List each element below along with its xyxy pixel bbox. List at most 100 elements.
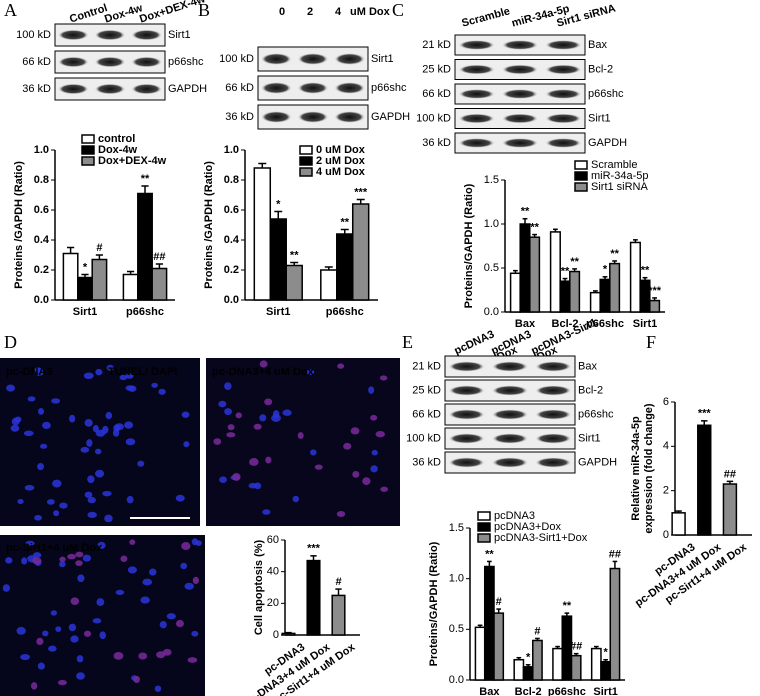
bar (697, 424, 712, 536)
nucleus (83, 630, 91, 637)
panel-letter: A (4, 0, 17, 20)
protein-label: Bax (578, 360, 597, 372)
y-tick-label: 1.5 (449, 522, 464, 534)
protein-label: GAPDH (588, 137, 627, 149)
legend-swatch (574, 171, 588, 181)
y-tick-label: 0.6 (224, 204, 239, 216)
nucleus (96, 598, 105, 607)
blot-band (57, 83, 90, 95)
error-bar (513, 269, 518, 274)
significance-label: ** (563, 600, 572, 612)
nucleus (262, 509, 271, 515)
lane-label: 4 (335, 6, 342, 18)
nucleus (59, 556, 66, 563)
error-bar (612, 260, 617, 264)
kd-label: 36 kD (412, 456, 441, 468)
kd-label: 25 kD (422, 63, 451, 75)
y-tick-label: 4 (663, 440, 669, 452)
error-bar (532, 233, 537, 238)
nucleus (2, 584, 10, 592)
y-tick-label: 0.0 (34, 294, 49, 306)
nucleus (104, 514, 113, 523)
y-axis-label: Proteins /GAPDH (Ratio) (203, 161, 215, 289)
blot-band (501, 40, 539, 50)
blot-band (57, 29, 90, 41)
nucleus (371, 449, 378, 456)
error-bar (274, 210, 283, 219)
bar (351, 203, 370, 301)
blot-band (94, 56, 126, 68)
nucleus (11, 417, 20, 426)
blot-band (333, 53, 366, 65)
y-tick-label: 0.4 (224, 234, 240, 246)
panel-letter: B (198, 0, 210, 20)
nucleus (142, 578, 153, 586)
panel-letter: E (402, 332, 413, 352)
blot-band (501, 113, 539, 124)
image-label: pc-Sirt1+4 uM Dox (6, 542, 103, 554)
nucleus (99, 631, 107, 640)
blot-band (57, 56, 90, 68)
y-axis-label: expression (fold change) (643, 403, 655, 534)
nucleus (181, 411, 190, 418)
nucleus (191, 630, 199, 637)
bar (609, 567, 621, 681)
significance-label: ** (340, 216, 349, 228)
nucleus (362, 477, 371, 486)
nucleus (36, 637, 44, 646)
x-tick-label: Sirt1 (593, 686, 617, 696)
error-bar (701, 420, 708, 426)
protein-label: Sirt1 (371, 53, 394, 65)
legend-label: control (98, 133, 135, 145)
nucleus (379, 375, 388, 381)
protein-label: Sirt1 (168, 29, 191, 41)
kd-label: 36 kD (225, 111, 254, 123)
x-tick-label: Bcl-2 (552, 318, 579, 330)
significance-label: ** (521, 206, 530, 218)
significance-label: ** (290, 249, 299, 261)
legend-label: miR-34a-5p (591, 170, 648, 182)
blot-band (544, 89, 582, 99)
legend-label: 0 uM Dox (316, 144, 366, 156)
significance-label: *** (307, 543, 321, 555)
nucleus (39, 443, 48, 449)
nucleus (55, 626, 62, 632)
error-bar (525, 664, 531, 667)
error-bar (356, 198, 365, 204)
bar (671, 512, 686, 536)
legend-label: Dox+DEX-4w (98, 155, 167, 167)
nucleus (24, 484, 35, 491)
error-bar (612, 560, 618, 569)
nucleus (370, 414, 378, 421)
bar (122, 273, 139, 301)
y-tick-label: 1.5 (484, 174, 499, 186)
x-tick-label: p66shc (586, 318, 624, 330)
nucleus (191, 538, 199, 546)
significance-label: # (335, 576, 341, 588)
protein-label: p66shc (371, 82, 407, 94)
nucleus (92, 425, 99, 433)
legend-swatch (299, 145, 313, 155)
blot-band (333, 82, 366, 94)
nucleus (30, 682, 38, 690)
y-tick-label: 0 (273, 629, 279, 641)
nucleus (5, 557, 13, 564)
kd-label: 21 kD (412, 360, 441, 372)
y-tick-label: 1.0 (484, 218, 499, 230)
nucleus (86, 439, 93, 447)
significance-label: *** (648, 285, 662, 297)
nucleus (343, 442, 352, 450)
nucleus (129, 539, 136, 545)
nucleus (76, 672, 85, 680)
nucleus (180, 562, 188, 570)
nucleus (82, 554, 92, 562)
significance-label: ** (485, 548, 494, 560)
kd-label: 100 kD (406, 432, 441, 444)
error-bar (593, 290, 598, 293)
blot-band (130, 56, 163, 68)
y-tick-label: 0.2 (34, 264, 49, 276)
nucleus (151, 382, 158, 388)
nucleus (337, 363, 345, 369)
legend-swatch (81, 134, 95, 144)
significance-label: * (276, 198, 281, 210)
